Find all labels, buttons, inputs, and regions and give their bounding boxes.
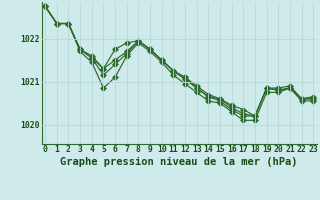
- X-axis label: Graphe pression niveau de la mer (hPa): Graphe pression niveau de la mer (hPa): [60, 157, 298, 167]
